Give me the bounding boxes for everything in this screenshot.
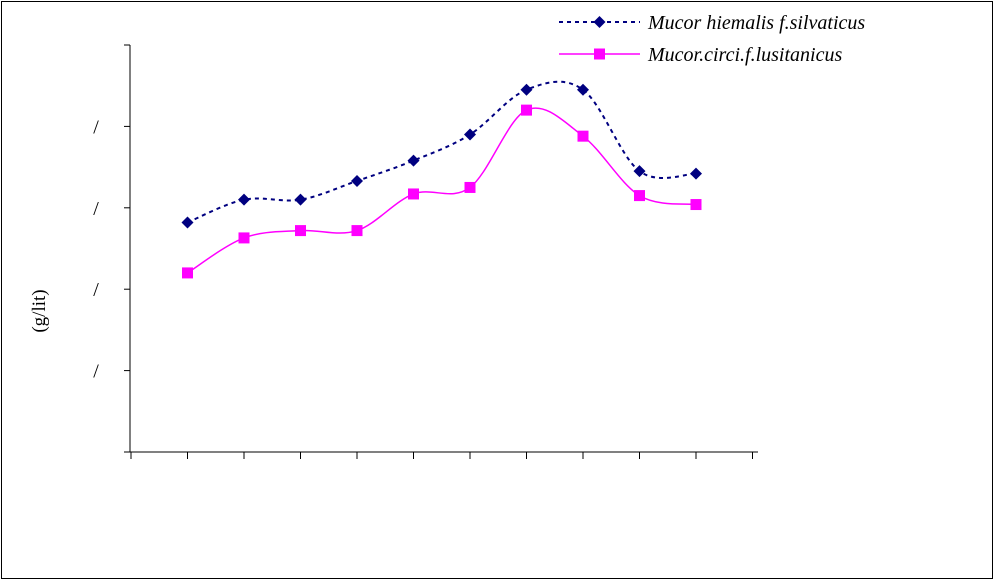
legend-label-1: Mucor hiemalis f.silvaticus <box>647 12 865 34</box>
series-1-point <box>690 167 702 180</box>
series-line-2 <box>187 107 697 274</box>
legend-label-2: Mucor.circi.f.lusitanicus <box>647 44 842 66</box>
legend-marker-1 <box>593 16 606 28</box>
series-1-point <box>351 174 363 187</box>
series-line-1 <box>187 80 697 224</box>
series-1-point <box>294 193 307 206</box>
series-1-point <box>407 154 420 167</box>
series-2-point <box>577 130 589 142</box>
y-tick-label: / <box>93 116 99 138</box>
y-tick-label: / <box>93 279 99 301</box>
series-1-point <box>181 216 194 229</box>
series-2-point <box>464 181 476 193</box>
series-1-point <box>464 128 476 141</box>
series-2-point <box>351 225 363 237</box>
series-2-point <box>238 232 250 244</box>
y-axis-label: (g/lit) <box>29 289 50 332</box>
series-2-point <box>634 190 645 202</box>
chart-series-layer <box>181 80 702 279</box>
series-2-point <box>690 199 702 211</box>
legend-marker-2 <box>594 48 605 60</box>
series-2-point <box>408 188 419 200</box>
series-2-point <box>295 225 306 237</box>
chart-legend: Mucor hiemalis f.silvaticus Mucor.circi.f… <box>559 12 865 66</box>
series-1-point <box>238 193 250 206</box>
series-2-point <box>182 267 193 279</box>
series-1-point <box>577 83 589 96</box>
series-1-point <box>633 165 646 178</box>
y-tick-label: / <box>93 361 99 383</box>
y-tick-label: / <box>93 198 99 220</box>
series-1-point <box>520 83 533 96</box>
series-2-point <box>521 104 532 116</box>
chart-axes: / / / / <box>93 44 758 459</box>
